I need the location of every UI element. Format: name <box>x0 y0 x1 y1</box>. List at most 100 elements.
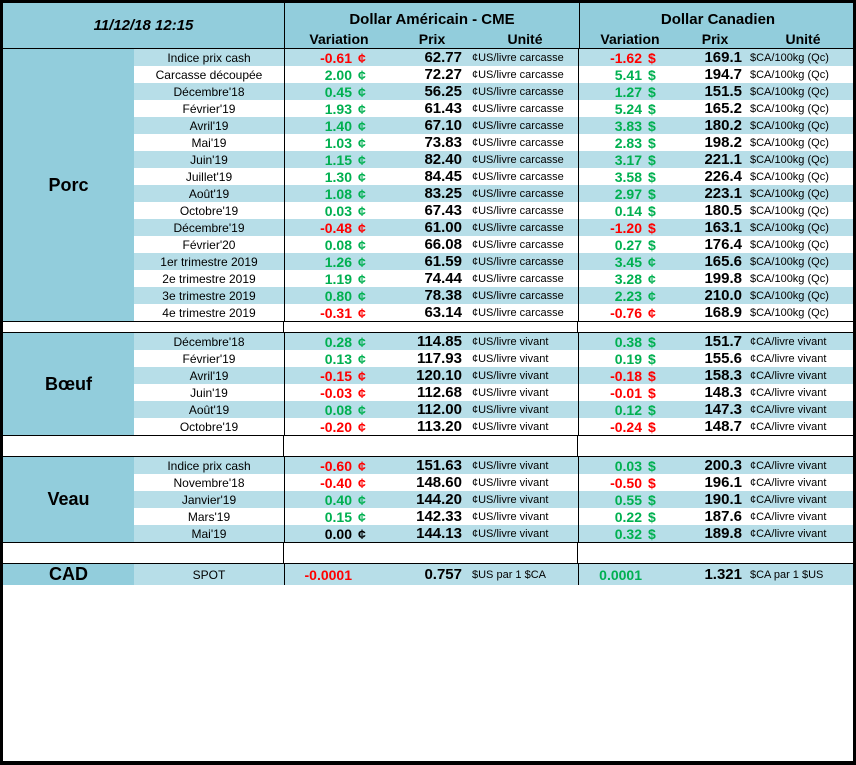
us-variation-currency-symbol: ¢ <box>358 270 366 287</box>
ca-price: 200.3 <box>704 457 742 474</box>
ca-col-header-unite: Unité <box>785 30 821 47</box>
item-label: Mai'19 <box>191 135 227 150</box>
table-row: Mars'19 0.15 ¢ 142.33 ¢US/livre vivant 0.22 $1… <box>134 508 853 525</box>
ca-variation-value: 3.83 <box>614 117 642 134</box>
us-variation: 2.00 ¢ <box>284 66 392 83</box>
ca-variation: 1.27 $ <box>578 83 678 100</box>
ca-price: 168.9 <box>704 304 742 321</box>
ca-price: 223.1 <box>704 185 742 202</box>
item-label: 3e trimestre 2019 <box>162 288 256 303</box>
us-variation: 1.40 ¢ <box>284 117 392 134</box>
ca-variation-currency-symbol: $ <box>648 117 656 134</box>
ca-variation: 2.23 ¢ <box>578 287 678 304</box>
ca-unit: ¢CA/livre vivant <box>750 403 827 416</box>
us-price: 61.43 <box>424 100 462 117</box>
ca-variation-currency-symbol: $ <box>648 384 656 401</box>
us-unit: ¢US/livre vivant <box>472 369 549 382</box>
ca-variation-value: 0.14 <box>614 202 642 219</box>
ca-price: 190.1 <box>704 491 742 508</box>
ca-price: 198.2 <box>704 134 742 151</box>
us-variation: -0.20 ¢ <box>284 418 392 435</box>
ca-price: 147.3 <box>704 401 742 418</box>
us-price: 0.757 <box>424 566 462 583</box>
us-variation-value: -0.40 <box>320 474 352 491</box>
timestamp: 11/12/18 12:15 <box>93 17 194 34</box>
ca-variation-value: -0.01 <box>610 384 642 401</box>
us-unit: ¢US/livre vivant <box>472 352 549 365</box>
ca-variation: 0.27 $ <box>578 236 678 253</box>
us-variation-value: 0.13 <box>324 350 352 367</box>
ca-variation-value: 0.0001 <box>599 566 642 583</box>
us-price: 61.00 <box>424 219 462 236</box>
table-row: Avril'19 1.40 ¢ 67.10 ¢US/livre carcasse 3.83… <box>134 117 853 134</box>
ca-variation: 5.24 $ <box>578 100 678 117</box>
us-variation-currency-symbol: ¢ <box>358 384 366 401</box>
ca-price: 151.5 <box>704 83 742 100</box>
ca-variation: -0.01 $ <box>578 384 678 401</box>
ca-variation-currency-symbol: ¢ <box>648 270 656 287</box>
table-row: Juin'19 -0.03 ¢ 112.68 ¢US/livre vivant -0.01… <box>134 384 853 401</box>
table-row: Novembre'18 -0.40 ¢ 148.60 ¢US/livre vivant -… <box>134 474 853 491</box>
us-variation-value: -0.03 <box>320 384 352 401</box>
us-variation-currency-symbol: ¢ <box>358 367 366 384</box>
ca-unit: $CA/100kg (Qc) <box>750 187 829 200</box>
us-variation-value: 1.30 <box>324 168 352 185</box>
us-price: 114.85 <box>416 333 462 350</box>
us-unit: ¢US/livre vivant <box>472 335 549 348</box>
us-price: 120.10 <box>416 367 462 384</box>
us-unit: ¢US/livre carcasse <box>472 51 564 64</box>
us-variation-value: 0.00 <box>324 525 352 542</box>
table-row: Février'19 0.13 ¢ 117.93 ¢US/livre vivant 0.1… <box>134 350 853 367</box>
ca-variation-value: 2.97 <box>614 185 642 202</box>
us-unit: ¢US/livre carcasse <box>472 238 564 251</box>
us-variation: 0.13 ¢ <box>284 350 392 367</box>
us-price: 67.43 <box>424 202 462 219</box>
us-variation: 1.08 ¢ <box>284 185 392 202</box>
us-variation: 1.26 ¢ <box>284 253 392 270</box>
ca-variation-currency-symbol: $ <box>648 474 656 491</box>
ca-variation-currency-symbol: $ <box>648 49 656 66</box>
us-price: 83.25 <box>424 185 462 202</box>
table-row: Février'20 0.08 ¢ 66.08 ¢US/livre carcasse 0.… <box>134 236 853 253</box>
ca-unit: ¢CA/livre vivant <box>750 369 827 382</box>
us-variation-value: 0.45 <box>324 83 352 100</box>
ca-variation-value: 0.32 <box>614 525 642 542</box>
us-variation-currency-symbol: ¢ <box>358 508 366 525</box>
ca-unit: ¢CA/livre vivant <box>750 335 827 348</box>
ca-price: 187.6 <box>704 508 742 525</box>
us-variation: 0.40 ¢ <box>284 491 392 508</box>
table-row: SPOT -0.0001 0.757 $US par 1 $CA 0.0001 1.321… <box>134 564 853 585</box>
ca-unit: ¢CA/livre vivant <box>750 527 827 540</box>
ca-price: 176.4 <box>704 236 742 253</box>
ca-unit: $CA/100kg (Qc) <box>750 289 829 302</box>
us-price: 67.10 <box>424 117 462 134</box>
ca-variation: 0.03 $ <box>578 457 678 474</box>
us-unit: ¢US/livre carcasse <box>472 85 564 98</box>
ca-variation: -0.18 $ <box>578 367 678 384</box>
us-variation-currency-symbol: ¢ <box>358 168 366 185</box>
item-label: Février'19 <box>182 351 236 366</box>
us-variation-currency-symbol: ¢ <box>358 236 366 253</box>
us-variation: 1.03 ¢ <box>284 134 392 151</box>
ca-subheader: Variation Prix Unité <box>579 29 853 48</box>
ca-unit: ¢CA/livre vivant <box>750 493 827 506</box>
item-label: Indice prix cash <box>167 50 251 65</box>
ca-unit: ¢CA/livre vivant <box>750 386 827 399</box>
ca-variation: 3.83 $ <box>578 117 678 134</box>
us-variation: -0.60 ¢ <box>284 457 392 474</box>
ca-price: 148.3 <box>704 384 742 401</box>
ca-variation: 3.45 ¢ <box>578 253 678 270</box>
us-variation-value: -0.0001 <box>304 566 352 583</box>
ca-variation: -0.76 ¢ <box>578 304 678 321</box>
ca-variation-currency-symbol: $ <box>648 367 656 384</box>
table-row: Juillet'19 1.30 ¢ 84.45 ¢US/livre carcasse 3.… <box>134 168 853 185</box>
us-variation-currency-symbol: ¢ <box>358 418 366 435</box>
us-unit: ¢US/livre vivant <box>472 527 549 540</box>
us-price: 144.13 <box>416 525 462 542</box>
us-price: 112.00 <box>416 401 462 418</box>
table-row: Indice prix cash -0.60 ¢ 151.63 ¢US/livre vi… <box>134 457 853 474</box>
us-price: 84.45 <box>424 168 462 185</box>
ca-unit: $CA/100kg (Qc) <box>750 102 829 115</box>
ca-variation-value: 5.24 <box>614 100 642 117</box>
ca-variation-value: -0.76 <box>610 304 642 321</box>
